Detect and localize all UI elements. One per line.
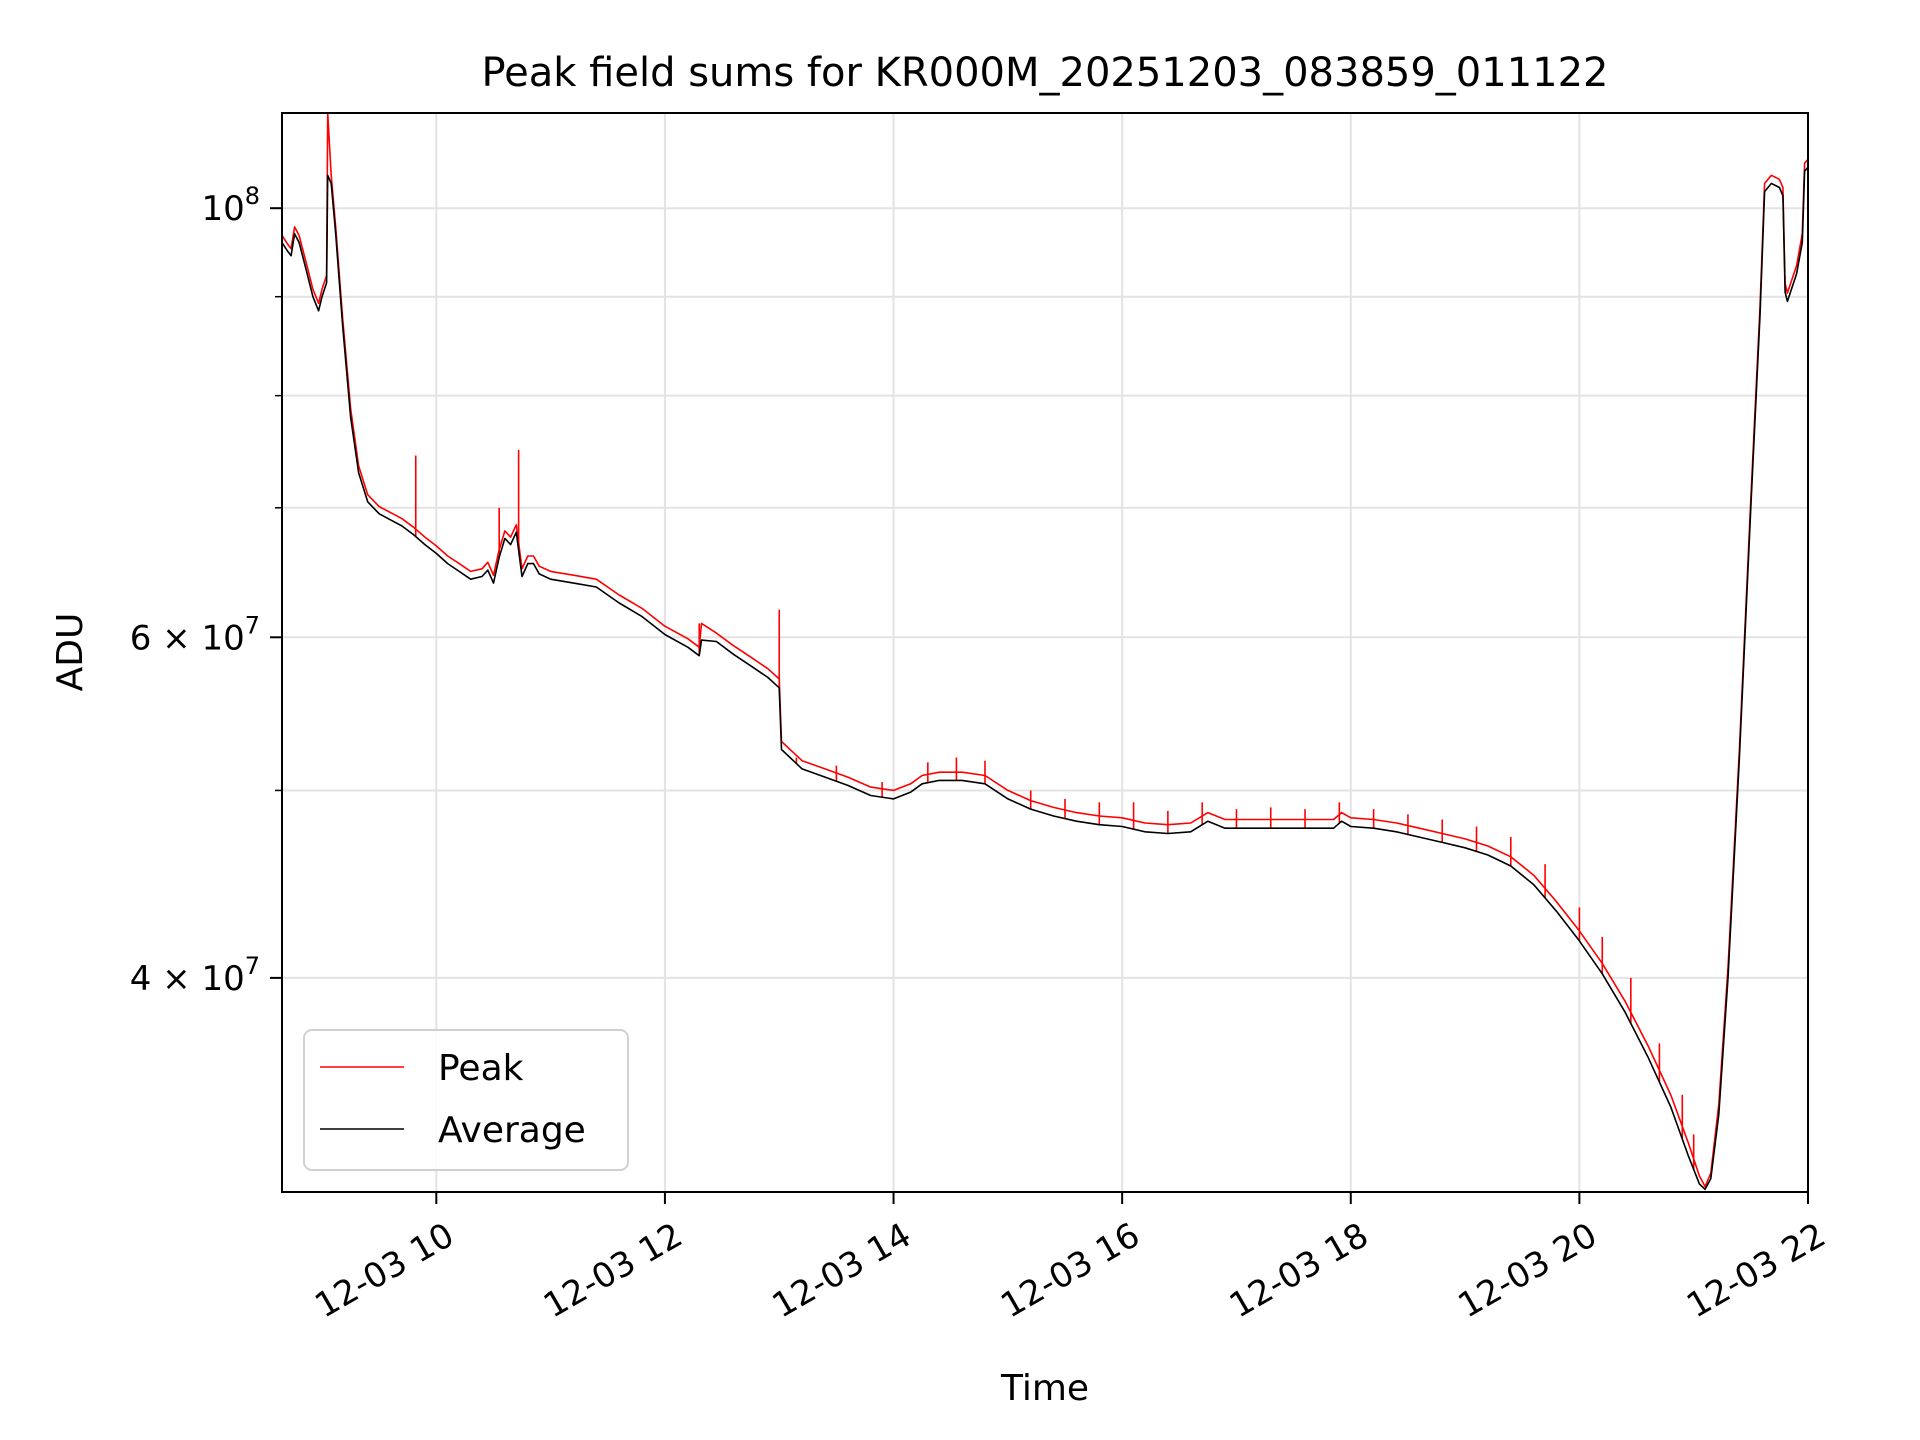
- x-axis: 12-03 10 12-03 12 12-03 14 12-03 16 12-03 18…: [308, 1192, 1833, 1326]
- x-tick-label: 12-03 18: [1223, 1215, 1375, 1326]
- legend-peak-label: Peak: [438, 1048, 524, 1089]
- plot-background: [282, 113, 1808, 1192]
- y-axis: 4 × 107 6 × 107 108: [130, 182, 282, 999]
- x-tick-label: 12-03 14: [766, 1215, 918, 1326]
- y-tick-label: 108: [201, 182, 260, 229]
- x-axis-label: Time: [1000, 1368, 1089, 1409]
- plot-frame: [281, 112, 1809, 1193]
- average-series-line: [282, 166, 1808, 1191]
- y-tick-label: 6 × 107: [130, 611, 260, 658]
- legend: Peak Average: [303, 1029, 629, 1171]
- legend-average-label: Average: [438, 1110, 586, 1151]
- x-tick-label: 12-03 12: [537, 1215, 689, 1326]
- legend-box: [303, 1029, 629, 1171]
- grid: [282, 113, 1809, 1192]
- x-tick-label: 12-03 10: [308, 1215, 460, 1326]
- y-minor-ticks: [275, 295, 282, 792]
- y-tick-label: 4 × 107: [130, 952, 260, 999]
- x-tick-label: 12-03 22: [1680, 1215, 1832, 1326]
- x-tick-label: 12-03 16: [994, 1215, 1146, 1326]
- y-axis-label: ADU: [50, 613, 91, 692]
- x-tick-label: 12-03 20: [1451, 1215, 1603, 1326]
- plot-area: [282, 113, 1808, 1191]
- chart-title: Peak field sums for KR000M_20251203_0838…: [481, 50, 1608, 96]
